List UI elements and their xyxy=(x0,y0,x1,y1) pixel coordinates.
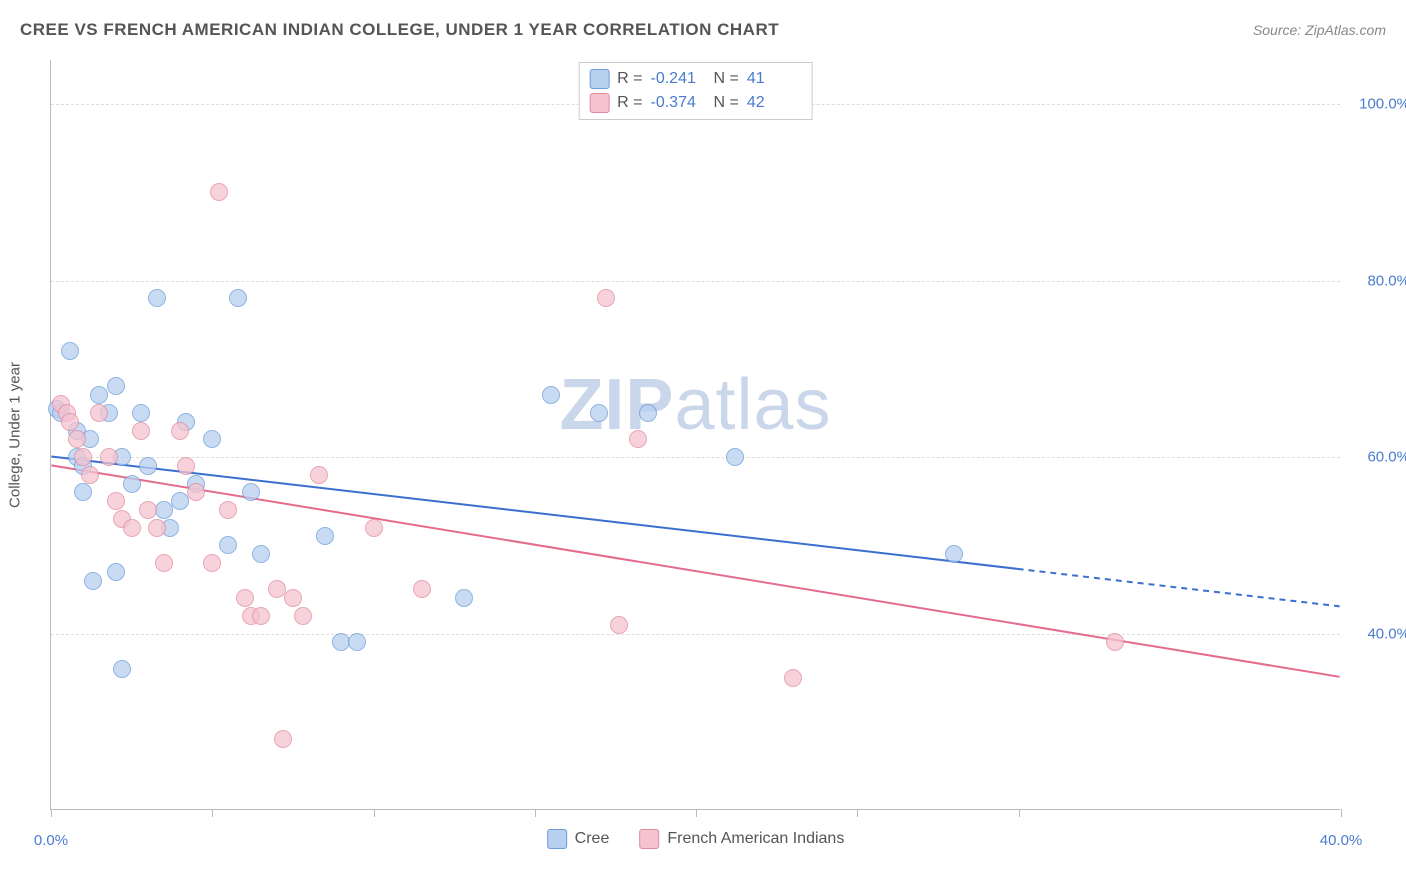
x-tick xyxy=(696,809,697,817)
data-point xyxy=(310,466,328,484)
data-point xyxy=(187,483,205,501)
legend-item-cree: Cree xyxy=(547,829,610,849)
data-point xyxy=(61,413,79,431)
legend-swatch-french xyxy=(639,829,659,849)
x-tick xyxy=(535,809,536,817)
data-point xyxy=(148,289,166,307)
data-point xyxy=(252,607,270,625)
chart-header: CREE VS FRENCH AMERICAN INDIAN COLLEGE, … xyxy=(20,20,1386,40)
data-point xyxy=(252,545,270,563)
data-point xyxy=(219,501,237,519)
data-point xyxy=(210,183,228,201)
data-point xyxy=(542,386,560,404)
bottom-legend: Cree French American Indians xyxy=(547,829,845,849)
data-point xyxy=(365,519,383,537)
data-point xyxy=(229,289,247,307)
x-tick xyxy=(51,809,52,817)
y-axis-title: College, Under 1 year xyxy=(7,362,24,508)
data-point xyxy=(726,448,744,466)
data-point xyxy=(348,633,366,651)
data-point xyxy=(177,457,195,475)
data-point xyxy=(148,519,166,537)
data-point xyxy=(139,457,157,475)
y-tick-label: 60.0% xyxy=(1350,449,1406,466)
y-tick-label: 40.0% xyxy=(1350,625,1406,642)
stats-r-french: -0.374 xyxy=(651,94,706,112)
data-point xyxy=(219,536,237,554)
data-point xyxy=(597,289,615,307)
data-point xyxy=(203,554,221,572)
data-point xyxy=(316,527,334,545)
data-point xyxy=(1106,633,1124,651)
data-point xyxy=(639,404,657,422)
data-point xyxy=(236,589,254,607)
stats-row-cree: R = -0.241 N = 41 xyxy=(589,67,802,91)
plot-area: College, Under 1 year ZIPatlas 40.0%60.0… xyxy=(50,60,1340,810)
data-point xyxy=(155,554,173,572)
data-point xyxy=(74,448,92,466)
x-tick xyxy=(374,809,375,817)
data-point xyxy=(610,616,628,634)
legend-label-french: French American Indians xyxy=(667,830,844,848)
data-point xyxy=(81,466,99,484)
data-point xyxy=(132,404,150,422)
chart-title: CREE VS FRENCH AMERICAN INDIAN COLLEGE, … xyxy=(20,20,779,40)
data-point xyxy=(132,422,150,440)
data-point xyxy=(155,501,173,519)
data-point xyxy=(294,607,312,625)
x-tick xyxy=(1019,809,1020,817)
data-point xyxy=(171,422,189,440)
legend-item-french: French American Indians xyxy=(639,829,844,849)
data-point xyxy=(274,730,292,748)
data-point xyxy=(784,669,802,687)
data-point xyxy=(590,404,608,422)
stats-n-cree: 41 xyxy=(747,70,802,88)
data-point xyxy=(90,404,108,422)
swatch-french xyxy=(589,93,609,113)
trend-lines xyxy=(51,60,1340,809)
data-point xyxy=(84,572,102,590)
data-point xyxy=(90,386,108,404)
data-point xyxy=(242,483,260,501)
legend-label-cree: Cree xyxy=(575,830,610,848)
data-point xyxy=(945,545,963,563)
data-point xyxy=(107,563,125,581)
data-point xyxy=(123,519,141,537)
data-point xyxy=(139,501,157,519)
data-point xyxy=(123,475,141,493)
x-tick-label: 0.0% xyxy=(34,832,68,849)
stats-r-cree: -0.241 xyxy=(651,70,706,88)
data-point xyxy=(100,448,118,466)
data-point xyxy=(107,492,125,510)
data-point xyxy=(107,377,125,395)
x-tick xyxy=(1341,809,1342,817)
data-point xyxy=(171,492,189,510)
stats-row-french: R = -0.374 N = 42 xyxy=(589,91,802,115)
x-tick-label: 40.0% xyxy=(1320,832,1363,849)
y-tick-label: 80.0% xyxy=(1350,272,1406,289)
x-tick xyxy=(212,809,213,817)
source-attribution: Source: ZipAtlas.com xyxy=(1253,22,1386,38)
legend-swatch-cree xyxy=(547,829,567,849)
data-point xyxy=(68,430,86,448)
data-point xyxy=(113,660,131,678)
data-point xyxy=(203,430,221,448)
y-tick-label: 100.0% xyxy=(1350,96,1406,113)
data-point xyxy=(455,589,473,607)
data-point xyxy=(61,342,79,360)
x-tick xyxy=(857,809,858,817)
data-point xyxy=(629,430,647,448)
swatch-cree xyxy=(589,69,609,89)
data-point xyxy=(413,580,431,598)
data-point xyxy=(284,589,302,607)
data-point xyxy=(74,483,92,501)
stats-n-french: 42 xyxy=(747,94,802,112)
stats-legend-box: R = -0.241 N = 41 R = -0.374 N = 42 xyxy=(578,62,813,120)
